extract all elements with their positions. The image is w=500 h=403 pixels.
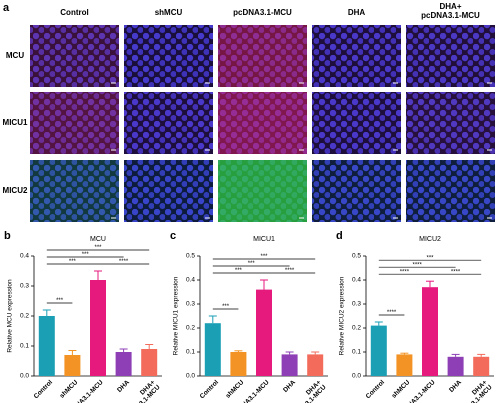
- significance-label: ***: [69, 259, 77, 265]
- bar: [256, 289, 272, 376]
- micrograph-stain: [218, 25, 307, 87]
- micrograph: [406, 92, 495, 154]
- micrograph: [312, 160, 401, 222]
- y-tick-label: 0.2: [352, 325, 361, 332]
- y-tick-label: 0.1: [186, 349, 195, 356]
- y-tick-label: 0.5: [352, 253, 361, 260]
- column-header: DHA: [347, 8, 366, 17]
- bar: [281, 354, 298, 376]
- y-tick-label: 0.4: [352, 277, 361, 284]
- micrograph-stain: [406, 92, 495, 154]
- micrograph-stain: [218, 92, 307, 154]
- bar: [230, 352, 247, 376]
- significance-label: ****: [387, 310, 397, 316]
- bar: [141, 349, 158, 376]
- micrograph: [124, 160, 213, 222]
- bar: [307, 354, 324, 376]
- micrograph-stain: [406, 25, 495, 87]
- bar: [473, 356, 490, 376]
- bar: [447, 356, 464, 376]
- significance-label: ***: [426, 255, 434, 261]
- y-tick-label: 0.3: [20, 283, 29, 290]
- significance-label: ***: [248, 261, 256, 267]
- micrograph: [30, 92, 119, 154]
- column-header: pcDNA3.1-MCU: [233, 8, 292, 17]
- bar: [64, 355, 81, 376]
- chart-title: MICU1: [253, 236, 275, 243]
- y-tick-label: 0.4: [186, 277, 195, 284]
- micrograph-stain: [218, 160, 307, 222]
- y-tick-label: 0.0: [186, 373, 195, 380]
- micrograph: [30, 25, 119, 87]
- significance-label: ***: [222, 304, 230, 310]
- significance-label: ****: [285, 268, 295, 274]
- bar: [115, 352, 132, 376]
- y-tick-label: 0.0: [352, 373, 361, 380]
- significance-label: ***: [82, 252, 90, 258]
- y-tick-label: 0.0: [20, 373, 29, 380]
- row-label: MICU1: [3, 118, 28, 127]
- micrograph-stain: [312, 92, 401, 154]
- column-header: shMCU: [154, 8, 183, 17]
- y-tick-label: 0.5: [186, 253, 195, 260]
- micrograph: [312, 25, 401, 87]
- bar: [422, 287, 438, 376]
- panel-label: d: [336, 230, 343, 242]
- micrograph-stain: [312, 25, 401, 87]
- y-tick-label: 0.2: [20, 313, 29, 320]
- significance-label: ***: [56, 298, 64, 304]
- bar: [90, 280, 106, 376]
- significance-label: ****: [400, 269, 410, 275]
- micrograph: [124, 92, 213, 154]
- micrograph: [312, 92, 401, 154]
- panel-label: a: [3, 2, 10, 14]
- y-tick-label: 0.2: [186, 325, 195, 332]
- micrograph-stain: [312, 160, 401, 222]
- y-axis-label: Relative MICU1 expression: [173, 276, 180, 355]
- y-axis-label: Relative MICU2 expression: [339, 276, 346, 355]
- chart-title: MCU: [90, 236, 106, 243]
- y-axis-label: Relative MCU expression: [7, 279, 14, 353]
- chart-title: MICU2: [419, 236, 441, 243]
- micrograph-stain: [124, 160, 213, 222]
- bar: [38, 316, 55, 376]
- micrograph-stain: [30, 160, 119, 222]
- significance-label: ***: [94, 245, 102, 251]
- y-tick-label: 0.1: [20, 343, 29, 350]
- row-label: MCU: [6, 51, 24, 60]
- y-tick-label: 0.4: [20, 253, 29, 260]
- significance-label: ****: [413, 262, 423, 268]
- y-tick-label: 0.3: [186, 301, 195, 308]
- panel-label: c: [170, 230, 176, 242]
- significance-label: ***: [235, 268, 243, 274]
- column-header: Control: [60, 8, 89, 17]
- micrograph-stain: [30, 25, 119, 87]
- significance-label: ****: [119, 259, 129, 265]
- bar: [370, 325, 387, 376]
- micrograph: [406, 160, 495, 222]
- row-label: MICU2: [3, 186, 28, 195]
- bar: [396, 354, 413, 376]
- y-tick-label: 0.3: [352, 301, 361, 308]
- micrograph-stain: [30, 92, 119, 154]
- significance-label: ****: [451, 269, 461, 275]
- y-tick-label: 0.1: [352, 349, 361, 356]
- micrograph: [124, 25, 213, 87]
- micrograph-stain: [124, 25, 213, 87]
- panel-label: b: [4, 230, 11, 242]
- significance-label: ***: [260, 254, 268, 260]
- micrograph: [30, 160, 119, 222]
- micrograph-stain: [124, 92, 213, 154]
- bar: [204, 323, 221, 376]
- micrograph-stain: [406, 160, 495, 222]
- micrograph: [406, 25, 495, 87]
- column-header: DHA+ pcDNA3.1-MCU: [421, 2, 480, 20]
